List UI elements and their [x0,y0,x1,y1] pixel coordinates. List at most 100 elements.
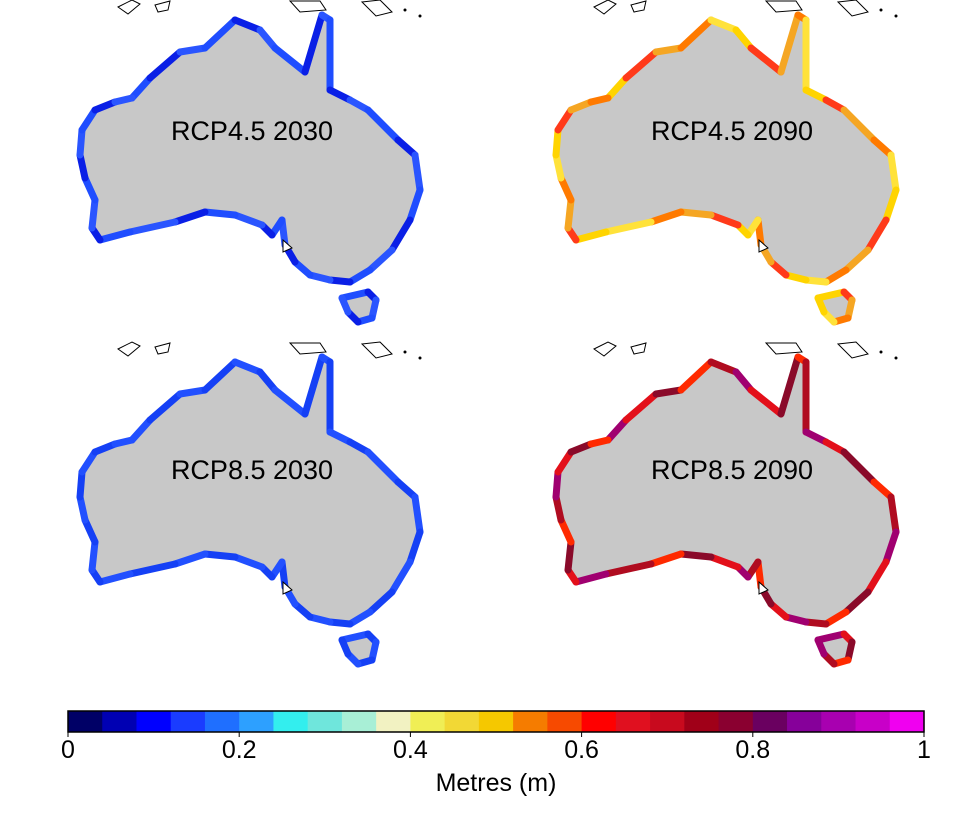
colorbar-swatch [204,711,240,732]
colorbar-swatch [136,711,172,732]
coast-segment [572,228,610,244]
colorbar-tick-label: 0.4 [393,736,428,764]
coast-segment [747,44,785,76]
coast-segment [814,288,848,302]
coast-segment [231,16,264,34]
coast-segment [338,630,372,644]
colorbar-tick-label: 0.8 [735,736,770,764]
coast-segment [171,208,209,226]
coast-segment [587,436,612,448]
coast-segment [96,228,134,244]
colorbar-swatch [752,711,788,732]
coast-segment [201,550,239,561]
coast-segment [604,416,630,444]
coast-segment [677,16,715,52]
coast-segment [802,86,830,104]
colorbar-swatch [444,711,480,732]
coast-segment [870,136,895,159]
coast-segment [91,440,119,456]
colorbar-swatch [615,711,651,732]
coast-segment [88,538,99,574]
coast-segment [346,608,374,628]
coast-segment [111,94,136,106]
colorbar-swatch [170,711,206,732]
coast-segment [256,368,279,394]
coast-segment [388,216,414,254]
coast-segment [78,106,99,134]
coast-segment [652,386,685,398]
colorbar-tick-label: 1 [917,736,931,764]
coast-segment [822,266,850,286]
coast-segment [882,528,900,566]
colorbar-tick-label: 0 [61,736,75,764]
coast-segment [201,208,239,219]
colorbar-title: Metres (m) [436,769,557,797]
colorbar [68,711,925,732]
coast-segment [552,126,562,159]
coast-segment [388,558,414,596]
coast-segment [364,106,402,144]
coast-segment [622,390,660,424]
coast-segment [76,468,86,501]
coast-segment [366,588,396,616]
coast-segment [201,16,239,52]
coast-segment [554,106,575,134]
coast-segment [271,44,309,76]
inlet [758,580,769,595]
coast-segment [326,86,354,104]
colorbar-swatch [68,711,103,732]
coast-segment [126,218,179,236]
coast-segment [882,186,900,224]
coast-segment [707,211,742,229]
coast-segment [171,550,209,568]
coast-segment [747,386,785,418]
coast-segment [81,174,99,204]
coast-segment [564,196,575,232]
coast-segment [552,468,562,501]
coast-segment [554,448,575,476]
coast-segment [840,106,878,144]
coast-segment [732,368,755,394]
coast-segment [840,448,878,486]
neighbouring-islands [117,0,422,18]
coast-segment [366,246,396,274]
coast-segment [732,26,755,52]
coast-segment [707,358,740,376]
map-panel [552,0,900,326]
map-panel [76,0,424,326]
coast-segment [201,358,239,394]
inlet [282,580,293,595]
coast-segment [338,288,372,302]
coast-segment [814,636,828,658]
coast-segment [677,550,715,561]
coast-segment [822,608,850,628]
coast-segment [346,266,374,286]
coast-segment [802,428,830,446]
coast-segment [567,440,595,456]
coast-segment [564,538,575,574]
coast-segment [842,588,872,616]
coast-segment [111,436,136,448]
neighbouring-islands [593,0,898,18]
colorbar-swatch [718,711,754,732]
coast-segment [394,478,419,501]
coast-segment [326,428,354,446]
coast-segment [557,516,575,546]
coast-segment [887,493,900,536]
panel-label: RCP4.5 2090 [651,116,813,146]
colorbar-swatch [889,711,925,732]
coast-segment [394,136,419,159]
coast-segment [411,151,424,194]
colorbar-swatch [855,711,891,732]
colorbar-frame [67,710,925,733]
coast-segment [572,570,610,586]
coast-segment [602,218,655,236]
coast-segment [126,560,179,578]
colorbar-swatch [787,711,822,732]
coast-segment [88,196,99,232]
coast-segment [677,208,715,219]
colorbar-swatch [650,711,685,732]
mainland [80,357,420,624]
coast-segment [301,353,326,418]
coast-segment [707,16,740,34]
